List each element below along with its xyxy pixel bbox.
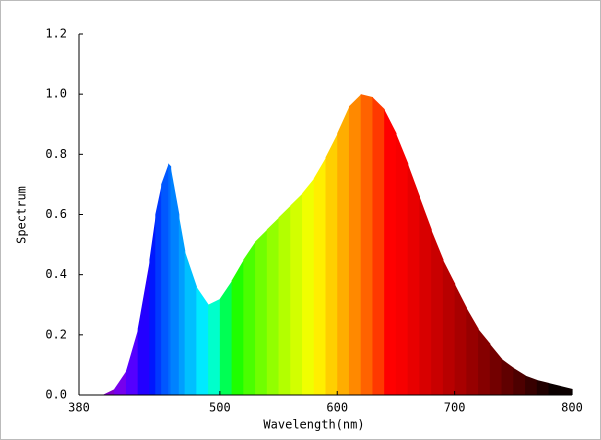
spectrum-segment: [478, 328, 491, 395]
spectrum-segment: [243, 241, 256, 395]
spectrum-segment: [337, 106, 350, 395]
y-tick-label: 0.0: [45, 388, 67, 402]
spectrum-segment: [155, 184, 162, 395]
spectrum-segment: [395, 133, 409, 395]
spectrum-segment: [548, 382, 561, 395]
spectrum-segment: [525, 375, 538, 395]
y-tick-label: 0.8: [45, 147, 67, 161]
spectrum-segment: [454, 283, 467, 395]
x-tick-label: 500: [209, 401, 231, 415]
spectrum-segment: [255, 229, 268, 395]
spectrum-segment: [231, 259, 244, 395]
spectrum-segment: [501, 358, 514, 395]
x-tick-label: 600: [326, 401, 348, 415]
spectrum-segment: [407, 163, 421, 395]
spectrum-segment: [560, 385, 573, 395]
spectrum-segment: [137, 259, 151, 395]
spectrum-segment: [442, 259, 456, 395]
spectrum-segment: [196, 286, 209, 395]
x-tick-label: 800: [561, 401, 583, 415]
spectrum-segment: [419, 196, 432, 395]
spectrum-segment: [161, 163, 169, 395]
x-axis-label: Wavelength(nm): [263, 418, 364, 432]
y-tick-label: 1.0: [45, 87, 67, 101]
spectrum-segment: [219, 280, 233, 395]
spectrum-segment: [125, 328, 139, 395]
spectrum-segment: [536, 379, 550, 395]
spectrum-segment: [466, 307, 479, 395]
spectrum-segment: [278, 205, 291, 395]
spectrum-segment: [266, 217, 280, 395]
y-tick-label: 1.2: [45, 27, 67, 41]
y-tick-label: 0.6: [45, 207, 67, 221]
spectrum-segment: [114, 370, 127, 395]
y-tick-label: 0.4: [45, 267, 67, 281]
x-tick-label: 380: [68, 401, 90, 415]
spectrum-segment: [302, 178, 315, 395]
x-tick-label: 700: [444, 401, 466, 415]
spectrum-segment: [513, 367, 526, 395]
y-axis-label: Spectrum: [15, 186, 29, 244]
spectrum-segment: [102, 388, 115, 395]
spectrum-segment: [325, 133, 338, 395]
spectrum-segment: [184, 250, 197, 395]
spectrum-segment: [168, 163, 172, 395]
y-tick-label: 0.2: [45, 327, 67, 341]
spectrum-segment: [489, 343, 503, 395]
spectrum-segment: [372, 97, 385, 396]
spectrum-segment: [149, 214, 156, 395]
spectrum-segment: [208, 298, 221, 395]
spectrum-segment: [178, 214, 186, 395]
spectrum-segment: [170, 166, 180, 395]
spectrum-segment: [313, 157, 327, 395]
spectrum-segment: [384, 109, 397, 395]
spectrum-segment: [431, 229, 444, 395]
spectrum-segment: [360, 94, 374, 396]
spectrum-segment: [290, 193, 303, 395]
spectrum-segment: [348, 94, 362, 396]
